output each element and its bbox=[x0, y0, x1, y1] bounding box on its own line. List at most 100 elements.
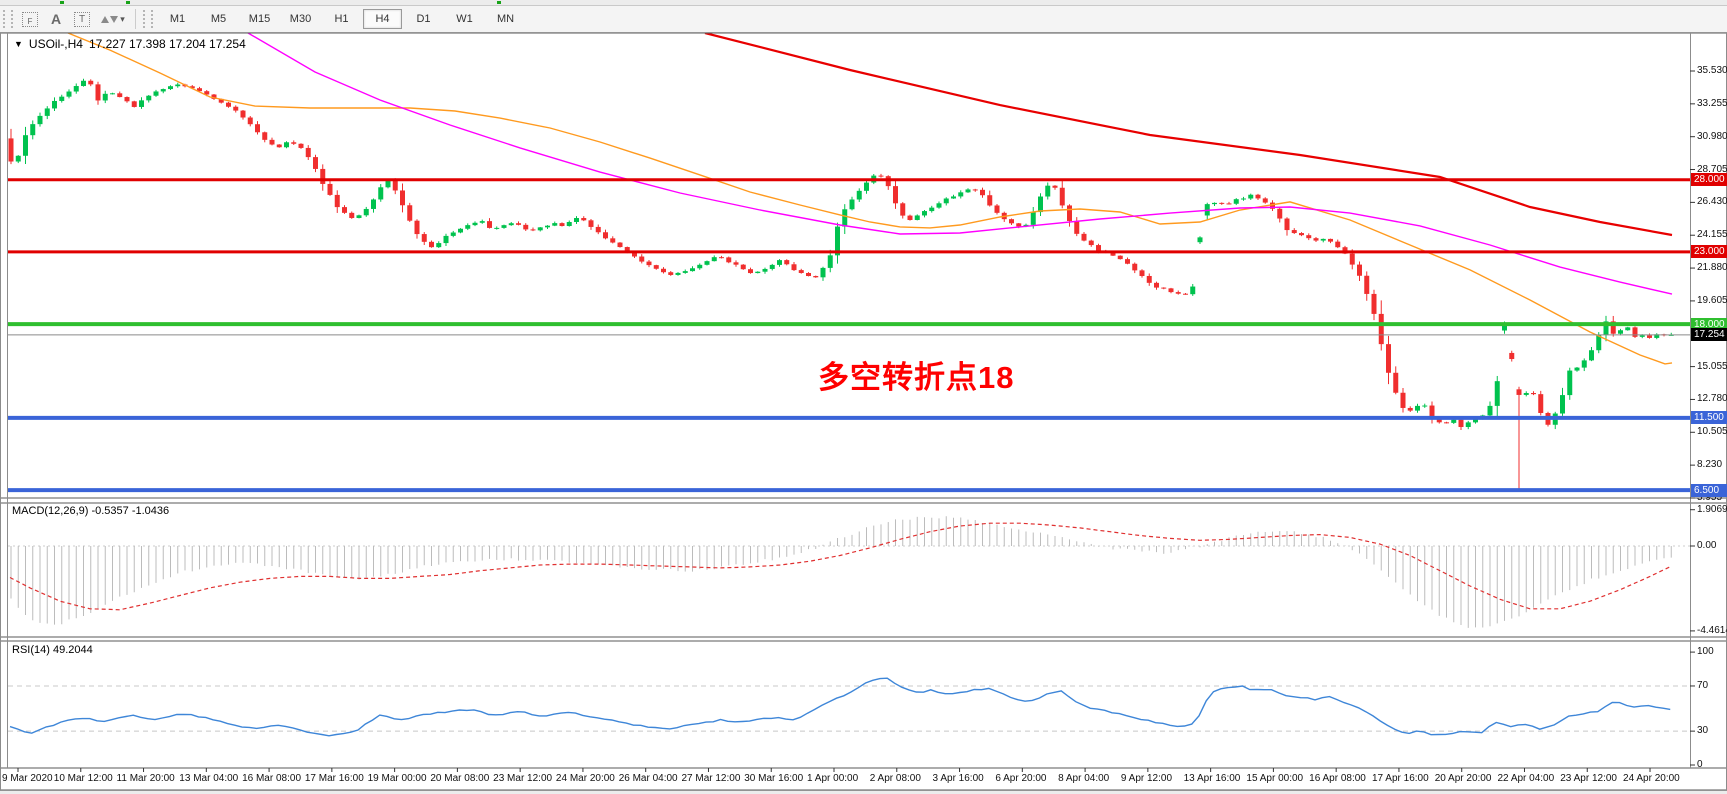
candle bbox=[472, 221, 478, 227]
candle bbox=[762, 267, 768, 274]
timeframe-button-w1[interactable]: W1 bbox=[456, 13, 473, 25]
candlestick-series bbox=[8, 78, 1674, 491]
candle bbox=[1255, 193, 1261, 201]
candle bbox=[1371, 289, 1377, 321]
candle bbox=[1422, 403, 1428, 408]
candle bbox=[769, 263, 775, 271]
text-box-icon[interactable]: T bbox=[70, 9, 94, 29]
annotation-text[interactable]: 多空转折点18 bbox=[818, 360, 1015, 395]
candle bbox=[52, 97, 57, 111]
symbol-dropdown-icon[interactable]: ▼ bbox=[14, 39, 23, 49]
candle bbox=[66, 89, 72, 99]
rsi-pane[interactable] bbox=[8, 677, 1690, 737]
candle bbox=[1364, 271, 1370, 301]
candle bbox=[733, 260, 739, 267]
candle bbox=[791, 262, 797, 272]
candle bbox=[755, 271, 761, 274]
price-pane[interactable] bbox=[8, 33, 1690, 493]
candle bbox=[1052, 185, 1058, 190]
time-tick-label: 20 Apr 20:00 bbox=[1434, 773, 1492, 784]
candle bbox=[95, 81, 101, 105]
timeframe-button-m5[interactable]: M5 bbox=[210, 13, 227, 25]
candle bbox=[726, 256, 732, 264]
time-tick-label: 3 Apr 16:00 bbox=[932, 773, 984, 784]
candle bbox=[1212, 202, 1217, 207]
candle bbox=[37, 112, 43, 127]
candle bbox=[81, 78, 86, 87]
candle bbox=[1168, 287, 1174, 294]
candle bbox=[922, 210, 927, 218]
snap-grid-icon[interactable]: F bbox=[18, 9, 42, 29]
candle bbox=[124, 96, 130, 103]
candle bbox=[240, 109, 246, 120]
candle bbox=[559, 222, 565, 227]
candle bbox=[552, 221, 558, 227]
candle bbox=[835, 222, 840, 264]
candle bbox=[951, 194, 956, 199]
price-tick-label: 12.780 bbox=[1697, 393, 1727, 405]
candle bbox=[646, 260, 652, 268]
text-label-icon[interactable]: A bbox=[44, 9, 68, 29]
candle bbox=[44, 106, 50, 120]
toolbar-separator bbox=[135, 9, 136, 29]
candle bbox=[487, 218, 492, 229]
candle bbox=[1400, 387, 1406, 413]
timeframe-button-h4[interactable]: H4 bbox=[363, 9, 402, 29]
candle bbox=[146, 94, 152, 103]
candle bbox=[436, 241, 442, 248]
toolbar-drag-handle[interactable] bbox=[3, 10, 13, 28]
timeframe-button-m15[interactable]: M15 bbox=[248, 13, 271, 25]
price-tick-label: 26.430 bbox=[1697, 196, 1727, 208]
time-tick-label: 19 Mar 00:00 bbox=[367, 773, 427, 784]
time-tick-label: 11 Mar 20:00 bbox=[116, 773, 175, 784]
time-tick-label: 22 Apr 04:00 bbox=[1497, 773, 1555, 784]
time-tick-label: 13 Apr 16:00 bbox=[1183, 773, 1241, 784]
candle bbox=[1328, 238, 1333, 244]
price-tick-label: 8.230 bbox=[1697, 459, 1723, 471]
candle bbox=[378, 184, 384, 202]
drawing-tools-icon[interactable]: ▾ bbox=[96, 9, 130, 29]
candle bbox=[233, 105, 239, 113]
candle bbox=[943, 197, 949, 206]
timeframe-button-d1[interactable]: D1 bbox=[416, 13, 431, 25]
candle bbox=[1625, 326, 1631, 331]
timeframe-button-h1[interactable]: H1 bbox=[334, 13, 349, 25]
price-tick-label: 10.505 bbox=[1697, 426, 1727, 438]
macd-pane[interactable] bbox=[8, 516, 1690, 628]
candle bbox=[653, 264, 659, 270]
candle bbox=[334, 190, 340, 213]
toolbar-drag-handle[interactable] bbox=[143, 10, 153, 28]
price-level-label: 23.000 bbox=[1691, 245, 1727, 259]
candle bbox=[269, 137, 275, 146]
snap-grid-letter: F bbox=[27, 16, 33, 26]
candle bbox=[59, 94, 65, 103]
time-tick-label: 23 Mar 12:00 bbox=[493, 773, 553, 784]
candle bbox=[1081, 232, 1087, 242]
timeframe-button-m30[interactable]: M30 bbox=[289, 13, 312, 25]
candle bbox=[675, 272, 681, 276]
time-tick-label: 2 Apr 08:00 bbox=[869, 773, 921, 784]
macd-tick-label: -4.4614 bbox=[1697, 624, 1727, 636]
candle bbox=[1313, 237, 1319, 242]
candle bbox=[1632, 326, 1638, 338]
arrow-up-glyph bbox=[101, 15, 110, 23]
candle bbox=[1429, 401, 1435, 424]
candle bbox=[806, 272, 811, 277]
macd-signal-line bbox=[9, 522, 1671, 611]
chart-symbol-timeframe: USOil-,H4 bbox=[28, 37, 83, 51]
candle bbox=[661, 267, 666, 274]
candle bbox=[465, 223, 471, 231]
candle bbox=[1067, 204, 1072, 227]
candle bbox=[965, 188, 971, 193]
timeframe-button-m1[interactable]: M1 bbox=[169, 13, 186, 25]
candle bbox=[900, 202, 906, 219]
candle bbox=[523, 223, 529, 232]
time-tick-label: 10 Mar 12:00 bbox=[53, 773, 113, 784]
macd-tick-label: 1.9069 bbox=[1697, 503, 1727, 515]
candle bbox=[1270, 200, 1275, 212]
timeframe-button-mn[interactable]: MN bbox=[496, 13, 515, 25]
candle bbox=[856, 188, 862, 202]
candle bbox=[1603, 315, 1609, 342]
